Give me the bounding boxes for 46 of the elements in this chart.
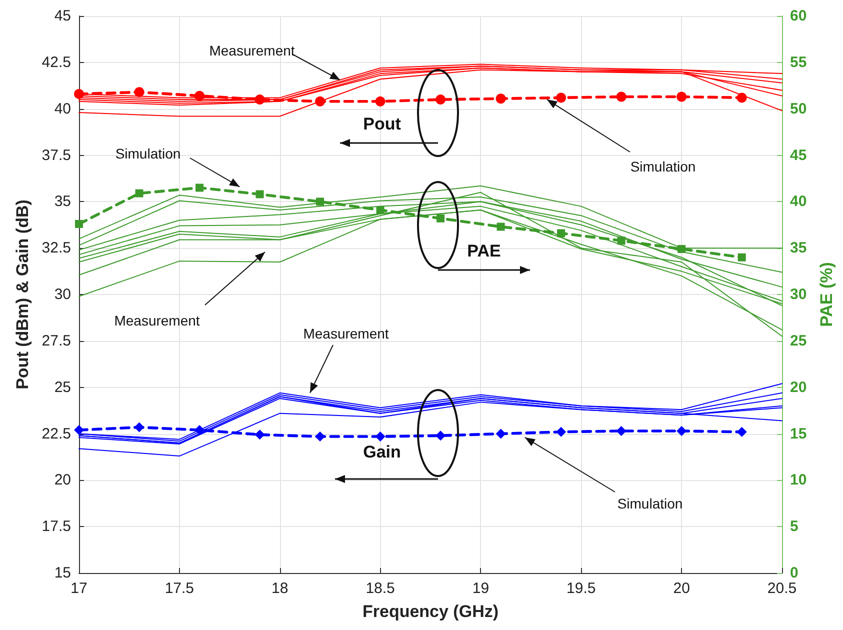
x-tick-label: 18.5 [366, 580, 395, 597]
x-tick-label: 18 [272, 580, 288, 597]
annotation: Measurement [209, 42, 295, 59]
y-tick-label: 40 [54, 100, 71, 118]
y2-tick-label: 20 [790, 378, 807, 396]
y2-tick-label: 60 [790, 8, 807, 24]
annotation: Gain [363, 442, 401, 462]
y-tick-label: 22.5 [42, 425, 71, 442]
y2-tick-label: 55 [790, 54, 807, 71]
x-axis-title: Frequency (GHz) [362, 602, 499, 621]
x-tick-label: 20.5 [767, 580, 797, 597]
y2-tick-label: 40 [790, 193, 807, 210]
y-tick-label: 17.5 [42, 518, 71, 536]
x-tick-label: 20 [673, 580, 690, 597]
y-tick-label: 27.5 [42, 332, 71, 350]
x-tick-label: 19 [472, 580, 490, 597]
annotation: Simulation [630, 158, 696, 175]
y2-tick-label: 5 [790, 518, 798, 536]
annotation: Simulation [617, 496, 683, 512]
y-tick-label: 30 [54, 286, 71, 303]
y2-tick-label: 10 [790, 472, 807, 489]
y2-tick-label: 25 [790, 332, 807, 350]
y-tick-label: 45 [54, 8, 71, 24]
x-tick-label: 19.5 [566, 580, 596, 597]
y2-tick-label: 35 [790, 240, 807, 257]
annotation: Simulation [115, 146, 181, 162]
y-tick-label: 35 [54, 193, 71, 210]
x-tick-label: 17.5 [164, 580, 194, 597]
y-axis-title: Pout (dBm) & Gain (dB) [12, 200, 32, 390]
x-tick-label: 17 [70, 580, 88, 597]
y-tick-label: 15 [54, 564, 71, 582]
y2-tick-label: 30 [790, 286, 807, 303]
y2-tick-label: 0 [790, 564, 798, 582]
y2-axis-title: PAE (%) [817, 262, 836, 327]
y-tick-label: 20 [54, 472, 71, 489]
y2-tick-label: 45 [790, 146, 807, 164]
annotation: PAE [467, 241, 501, 260]
y-tick-label: 37.5 [42, 146, 71, 164]
y-tick-label: 32.5 [42, 240, 71, 257]
y2-tick-label: 50 [790, 100, 807, 118]
y2-tick-label: 15 [790, 425, 807, 442]
y-tick-label: 25 [54, 378, 71, 396]
y-tick-label: 42.5 [42, 54, 71, 71]
annotation: Measurement [303, 326, 389, 342]
annotation: Measurement [114, 312, 200, 329]
annotation: Pout [363, 114, 402, 134]
